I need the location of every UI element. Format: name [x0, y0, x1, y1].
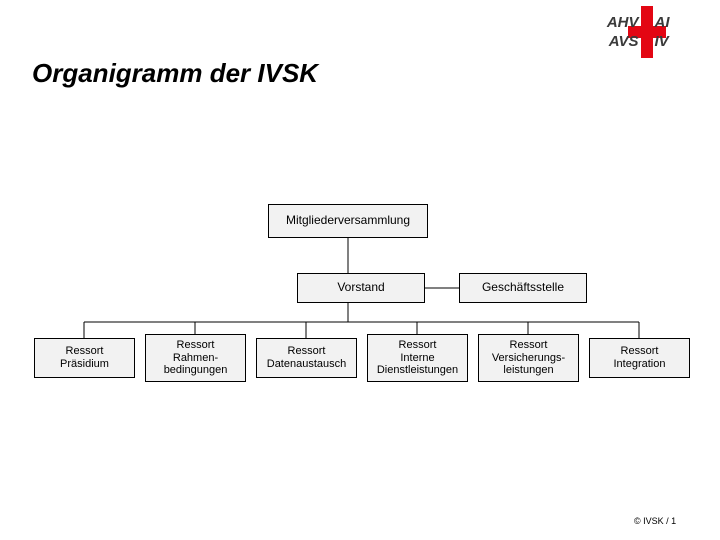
- org-node-r5: Ressort Versicherungs- leistungen: [478, 334, 579, 382]
- footer-copyright: © IVSK / 1: [634, 516, 676, 526]
- page-title: Organigramm der IVSK: [32, 58, 318, 89]
- org-node-r3: Ressort Datenaustausch: [256, 338, 357, 378]
- brand-logo: AHV AVS AI IV: [586, 6, 696, 58]
- logo-label-br: IV: [655, 34, 669, 49]
- org-node-vorstand: Vorstand: [297, 273, 425, 303]
- org-node-geschaeft: Geschäftsstelle: [459, 273, 587, 303]
- logo-label-tl: AHV: [607, 15, 639, 30]
- org-node-r4: Ressort Interne Dienstleistungen: [367, 334, 468, 382]
- logo-label-tr: AI: [655, 15, 670, 30]
- org-node-r1: Ressort Präsidium: [34, 338, 135, 378]
- logo-label-bl: AVS: [609, 34, 639, 49]
- org-node-r6: Ressort Integration: [589, 338, 690, 378]
- org-node-r2: Ressort Rahmen- bedingungen: [145, 334, 246, 382]
- org-node-mitglieder: Mitgliederversammlung: [268, 204, 428, 238]
